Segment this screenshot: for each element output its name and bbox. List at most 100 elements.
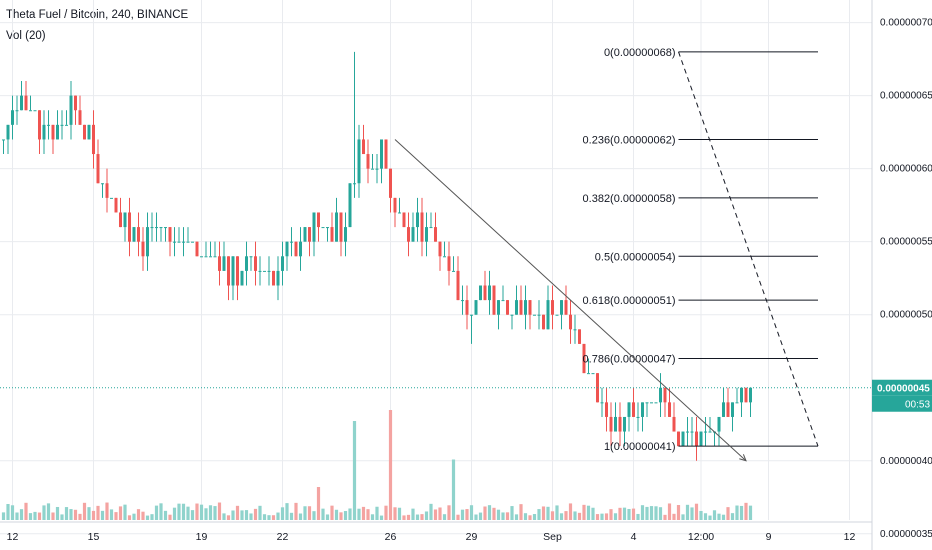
volume-bar <box>6 503 10 520</box>
candle-body <box>479 285 482 301</box>
candle-body <box>146 227 149 257</box>
volume-bar <box>721 514 726 520</box>
candle-body <box>735 402 739 404</box>
volume-bar <box>609 509 613 520</box>
candle-body <box>78 110 82 125</box>
fib-trend-dashed-line[interactable] <box>678 51 819 447</box>
candle-body <box>731 402 734 417</box>
candle-body <box>429 227 433 229</box>
volume-bar <box>456 514 460 520</box>
price-tick-label: 0.00000055 <box>880 237 932 248</box>
volume-bar <box>739 505 744 520</box>
volume-bar <box>658 507 663 520</box>
volume-bar <box>474 514 478 520</box>
candle-body <box>213 256 217 258</box>
fib-level-label: 0.618(0.00000051) <box>583 295 676 307</box>
volume-bar <box>334 509 339 520</box>
volume-bar <box>667 503 672 520</box>
volume-bar <box>469 505 474 520</box>
candle-body <box>299 241 302 257</box>
price-tick-label: 0.00000065 <box>880 91 932 102</box>
volume-bar <box>298 513 303 520</box>
candle-body <box>308 227 311 242</box>
volume-bar <box>204 508 208 520</box>
volume-bar <box>361 506 366 520</box>
volume-bar <box>379 515 384 520</box>
volume-bar <box>483 506 487 520</box>
volume-bar <box>294 502 298 520</box>
volume-bar <box>492 507 496 520</box>
volume-bar <box>420 514 424 520</box>
volume-bar <box>181 503 186 520</box>
candle-body <box>155 227 158 229</box>
candle-body <box>321 227 325 229</box>
volume-bar <box>424 511 429 520</box>
candle-body <box>51 124 55 140</box>
candle-body <box>402 212 406 228</box>
time-tick-label: 12:00 <box>688 531 714 543</box>
volume-bar <box>433 509 438 520</box>
candle-body <box>231 256 235 286</box>
volume-bar <box>672 513 676 520</box>
volume-bar <box>303 506 307 520</box>
price-tick-label: 0.00000070 <box>880 18 932 29</box>
trend-line[interactable] <box>394 139 747 462</box>
volume-bar <box>510 506 514 520</box>
volume-bar <box>46 503 51 520</box>
volume-bar <box>343 511 348 520</box>
candle-body <box>317 212 320 228</box>
candle-body <box>236 256 239 286</box>
volume-bar <box>190 510 195 520</box>
candle-body <box>528 300 532 315</box>
volume-bar <box>172 507 177 520</box>
time-tick-label: 22 <box>277 531 289 543</box>
volume-bar <box>51 512 55 520</box>
candle-body <box>506 300 509 315</box>
volume-bar <box>717 513 721 520</box>
candle-body <box>105 183 109 198</box>
candle-body <box>587 373 590 375</box>
volume-bar <box>150 514 154 520</box>
volume-bar <box>352 421 357 520</box>
candle-body <box>159 227 163 229</box>
candle-body <box>465 300 469 315</box>
volume-bar <box>415 514 420 520</box>
candle-body <box>209 256 212 258</box>
candle-body <box>614 416 617 432</box>
volume-bar <box>519 504 523 520</box>
volume-bar <box>645 506 649 520</box>
volume-bar <box>163 510 168 520</box>
candle-body <box>20 95 23 111</box>
candle-body <box>533 314 536 316</box>
time-axis[interactable]: 12 15 19 22 26 29 Sep 4 12:00 9 12 <box>0 521 872 543</box>
volume-bar <box>96 505 100 520</box>
volume-bar <box>1 512 6 520</box>
volume-bar <box>690 507 694 520</box>
candle-body <box>83 124 86 140</box>
volume-bar <box>676 505 681 520</box>
candle-body <box>690 431 694 433</box>
fibonacci-drawing[interactable]: 0(0.00000068) 0.236(0.00000062) 0.382(0.00… <box>394 47 819 462</box>
time-tick-label: 15 <box>88 531 100 543</box>
volume-bar <box>249 513 253 520</box>
candle-body <box>150 227 154 229</box>
volume-bar <box>208 505 213 520</box>
volume-bar <box>735 505 739 520</box>
candle-body <box>11 110 14 125</box>
volume-indicator-label[interactable]: Vol (20) <box>6 30 46 42</box>
volume-bar <box>388 410 393 520</box>
volume-bar <box>195 503 199 520</box>
volume-bar <box>100 510 105 520</box>
candle-body <box>227 256 230 286</box>
candle-body <box>627 402 631 417</box>
price-tick-label: 0.00000040 <box>880 456 932 467</box>
candle-body <box>38 110 41 140</box>
time-tick-label: 26 <box>385 531 397 543</box>
volume-bar <box>699 510 703 520</box>
candle-body <box>456 270 460 301</box>
volume-bar <box>105 502 109 520</box>
candle-body <box>573 329 577 331</box>
candle-body <box>24 95 28 111</box>
